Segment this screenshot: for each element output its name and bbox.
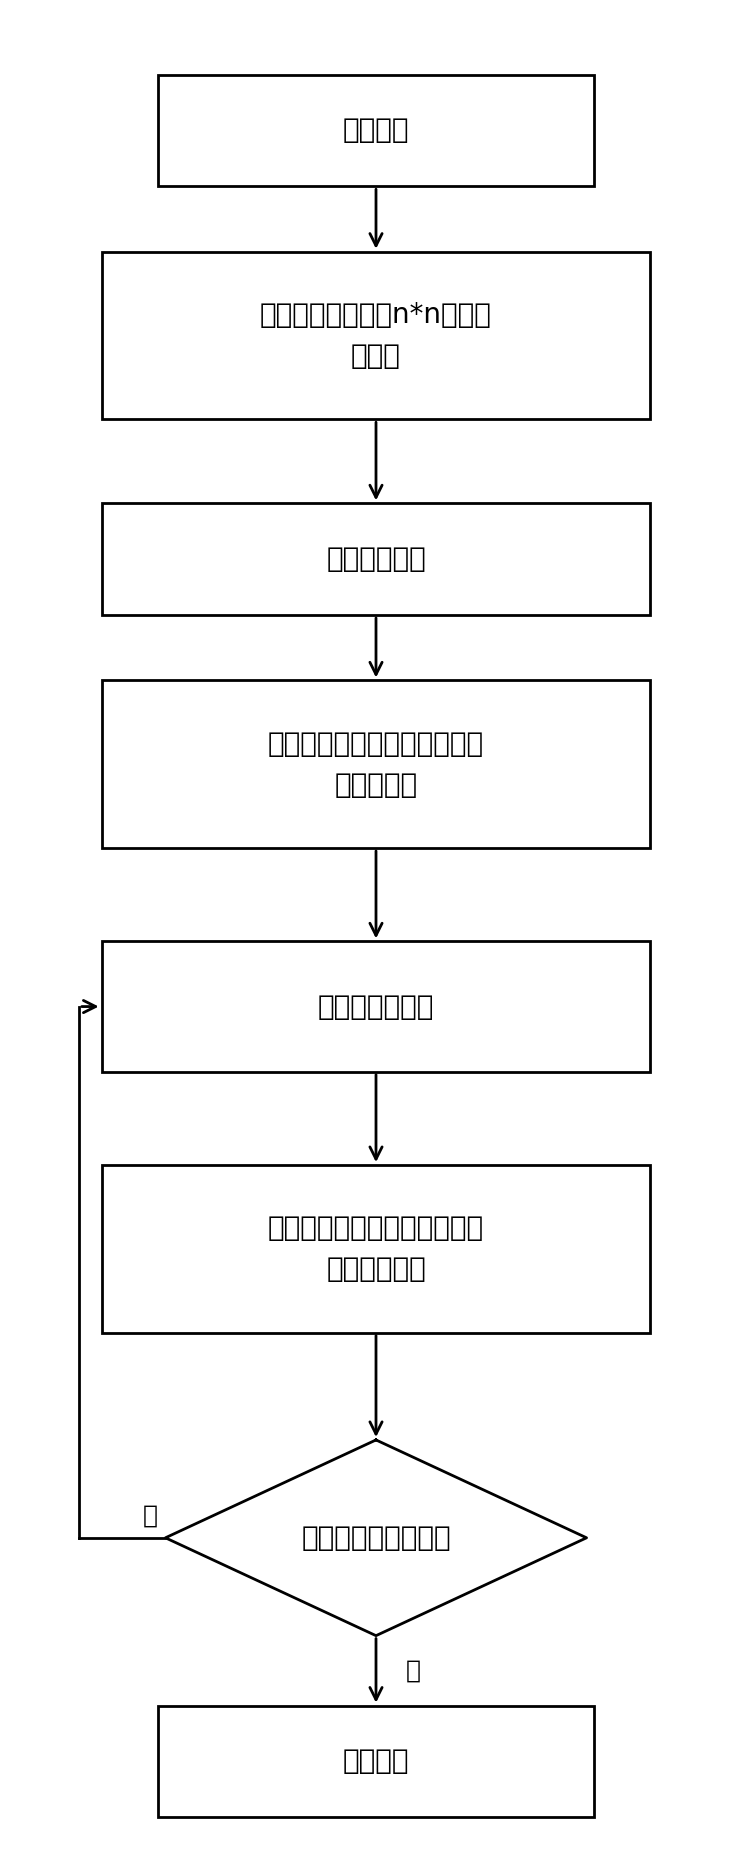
Text: 分割完成: 分割完成 <box>343 1747 409 1776</box>
Bar <box>102 1165 650 1333</box>
Text: 高斯平滑去噪: 高斯平滑去噪 <box>326 544 426 574</box>
Text: 以质点坐标为种子点，进行自
适应区域生长: 以质点坐标为种子点，进行自 适应区域生长 <box>268 1213 484 1284</box>
Bar <box>158 75 594 186</box>
Text: 是否为最后一张切片: 是否为最后一张切片 <box>302 1523 450 1553</box>
Bar <box>102 252 650 419</box>
Text: 标记边缘内部的点，计算生长
后区域质心: 标记边缘内部的点，计算生长 后区域质心 <box>268 729 484 800</box>
Bar <box>158 1706 594 1817</box>
Bar <box>102 503 650 615</box>
Text: 选取中心点，生成n*n厘米的
范围框: 选取中心点，生成n*n厘米的 范围框 <box>260 300 492 371</box>
Bar <box>102 941 650 1072</box>
Text: 否: 否 <box>143 1504 158 1527</box>
Text: 载入上一层切片: 载入上一层切片 <box>318 992 434 1021</box>
Polygon shape <box>165 1439 587 1637</box>
Text: 是: 是 <box>406 1659 421 1683</box>
Bar <box>102 680 650 848</box>
Text: 读取切片: 读取切片 <box>343 116 409 145</box>
